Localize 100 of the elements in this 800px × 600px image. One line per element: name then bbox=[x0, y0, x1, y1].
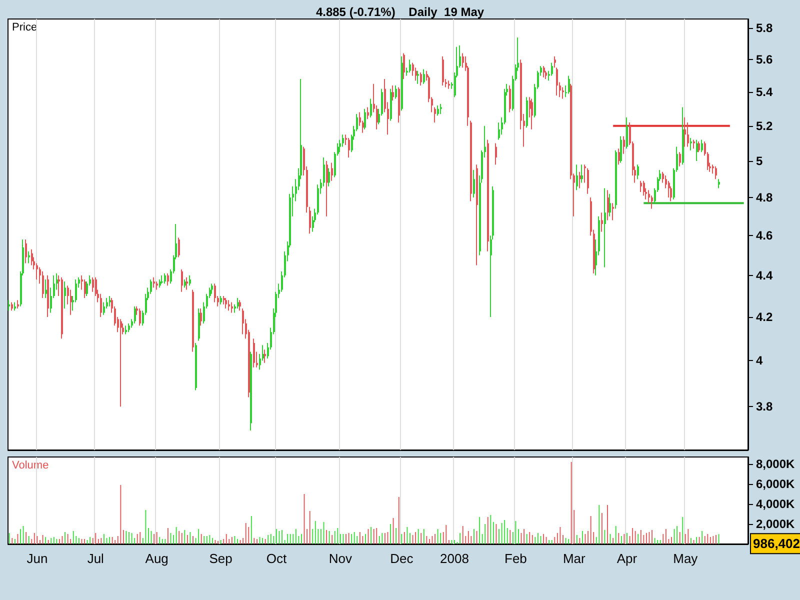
x-tick-label: Sep bbox=[209, 551, 232, 566]
candlestick bbox=[75, 278, 77, 303]
candlestick bbox=[412, 62, 414, 76]
candlestick bbox=[164, 272, 166, 284]
candlestick bbox=[442, 56, 444, 86]
candlestick bbox=[434, 106, 436, 123]
candlestick bbox=[25, 239, 27, 264]
y-tick-label: 5.4 bbox=[756, 85, 774, 100]
candlestick bbox=[409, 59, 411, 73]
candlestick bbox=[36, 262, 38, 280]
candlestick bbox=[150, 278, 152, 294]
candlestick bbox=[640, 180, 642, 192]
candlestick bbox=[225, 298, 227, 310]
y-tick-label: 5 bbox=[756, 154, 763, 168]
candlestick bbox=[698, 141, 700, 153]
candlestick bbox=[106, 298, 108, 310]
y-tick-label: 8,000K bbox=[756, 457, 796, 471]
candlestick bbox=[348, 138, 350, 158]
text: 986,402 bbox=[753, 536, 800, 552]
y-axis-title: Volume bbox=[12, 460, 49, 472]
candlestick bbox=[495, 142, 497, 166]
candlestick bbox=[309, 206, 311, 234]
candlestick bbox=[687, 122, 689, 148]
candlestick bbox=[42, 270, 44, 299]
candlestick bbox=[370, 98, 372, 118]
candlestick bbox=[181, 268, 183, 292]
candlestick bbox=[178, 237, 180, 258]
x-tick-label: Jun bbox=[26, 551, 48, 566]
candlestick bbox=[395, 85, 397, 100]
x-tick-label: Nov bbox=[328, 551, 352, 566]
candlestick bbox=[612, 202, 614, 221]
candlestick bbox=[189, 274, 191, 286]
candlestick bbox=[64, 281, 66, 310]
y-tick-label: 5.2 bbox=[756, 118, 774, 133]
candlestick bbox=[701, 139, 703, 153]
candlestick bbox=[103, 302, 105, 316]
candlestick bbox=[139, 308, 141, 326]
candlestick bbox=[651, 195, 653, 210]
candlestick bbox=[587, 168, 589, 194]
candlestick bbox=[684, 116, 686, 148]
candlestick bbox=[690, 138, 692, 151]
candlestick bbox=[100, 293, 102, 318]
candlestick bbox=[253, 338, 255, 368]
y-tick-label: 5.8 bbox=[756, 21, 774, 36]
candlestick bbox=[239, 300, 241, 312]
candlestick bbox=[8, 300, 10, 312]
candlestick bbox=[214, 283, 216, 303]
candlestick bbox=[211, 283, 213, 294]
candlestick bbox=[473, 170, 475, 198]
y-tick-label: 6,000K bbox=[756, 477, 796, 491]
candlestick bbox=[498, 122, 500, 140]
candlestick bbox=[626, 116, 628, 150]
candlestick bbox=[417, 70, 419, 84]
candlestick bbox=[200, 308, 202, 326]
candlestick bbox=[715, 166, 717, 180]
x-tick-label: Jul bbox=[87, 551, 104, 566]
y-tick-label: 4 bbox=[756, 354, 763, 368]
candlestick bbox=[462, 52, 464, 68]
x-tick-label: 2008 bbox=[440, 551, 469, 566]
candlestick bbox=[342, 134, 344, 148]
candlestick bbox=[437, 105, 439, 116]
candlestick bbox=[440, 103, 442, 114]
candlestick bbox=[403, 52, 405, 80]
candlestick bbox=[620, 136, 622, 164]
y-axis-title: Price bbox=[12, 22, 38, 34]
candlestick bbox=[601, 212, 603, 232]
y-tick-label: 4.6 bbox=[756, 228, 774, 243]
candlestick bbox=[679, 152, 681, 167]
candlestick bbox=[364, 108, 366, 130]
candlestick bbox=[186, 276, 188, 290]
x-tick-label: Mar bbox=[562, 551, 586, 566]
x-tick-label: Feb bbox=[504, 551, 527, 566]
candlestick bbox=[623, 136, 625, 154]
candlestick bbox=[531, 98, 533, 130]
y-tick-label: 4.8 bbox=[756, 190, 774, 205]
candlestick bbox=[609, 193, 611, 217]
y-tick-label: 2,000K bbox=[756, 517, 796, 531]
candlestick bbox=[576, 164, 578, 191]
candlestick bbox=[637, 164, 639, 180]
candlestick bbox=[28, 250, 30, 264]
candlestick bbox=[556, 67, 558, 96]
candlestick bbox=[568, 75, 570, 94]
candlestick bbox=[92, 276, 94, 292]
y-tick-label: 5.6 bbox=[756, 52, 774, 67]
candlestick bbox=[242, 308, 244, 335]
candlestick bbox=[420, 72, 422, 86]
candlestick bbox=[231, 302, 233, 314]
y-tick-label: 4.2 bbox=[756, 310, 774, 324]
candlestick bbox=[392, 85, 394, 101]
y-tick-label: 4,000K bbox=[756, 497, 796, 511]
candlestick bbox=[423, 68, 425, 84]
candlestick bbox=[509, 85, 511, 113]
candlestick bbox=[228, 300, 230, 312]
chart-title: 4.885 (-0.71%) Daily 19 May bbox=[316, 5, 484, 19]
candlestick bbox=[323, 156, 325, 187]
candlestick bbox=[328, 168, 330, 187]
candlestick bbox=[718, 178, 720, 189]
candlestick bbox=[153, 276, 155, 288]
candlestick bbox=[331, 162, 333, 182]
x-tick-label: Dec bbox=[390, 551, 414, 566]
